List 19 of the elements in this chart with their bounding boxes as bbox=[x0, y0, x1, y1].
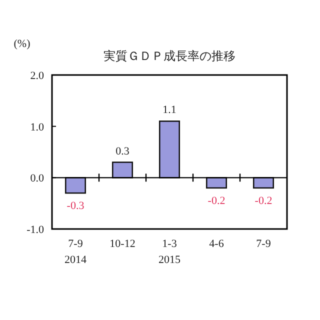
chart-title: 実質ＧＤＰ成長率の推移 bbox=[104, 49, 236, 63]
data-label: -0.2 bbox=[254, 194, 272, 207]
x-tick-label: 4-6 bbox=[209, 238, 224, 250]
y-tick-label: -1.0 bbox=[26, 224, 44, 236]
x-tick-label: 1-3 2015 bbox=[158, 238, 181, 266]
data-label: -0.3 bbox=[66, 200, 85, 212]
bar bbox=[64, 177, 86, 194]
bar bbox=[112, 162, 134, 178]
bar bbox=[158, 120, 180, 178]
data-label: -0.2 bbox=[208, 194, 226, 207]
y-axis-title: (%) bbox=[14, 38, 31, 50]
y-tick-label: 1.0 bbox=[30, 121, 44, 134]
x-tick-label: 7-9 bbox=[256, 238, 272, 250]
data-label: 1.1 bbox=[162, 104, 176, 116]
x-tick-label: 10-12 bbox=[110, 238, 136, 250]
data-label: 0.3 bbox=[116, 145, 130, 158]
x-tick-label: 7-9 2014 bbox=[64, 238, 87, 266]
y-tick-label: 2.0 bbox=[30, 70, 44, 82]
y-tick-label: 0.0 bbox=[30, 172, 44, 185]
